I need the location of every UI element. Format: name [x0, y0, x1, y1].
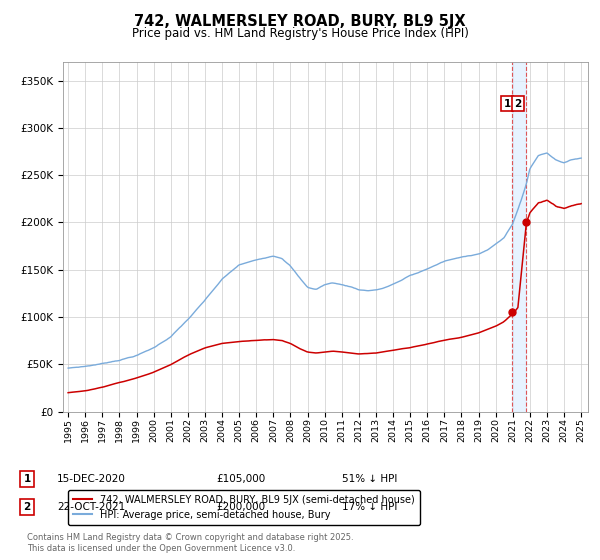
Text: £200,000: £200,000	[216, 502, 265, 512]
Text: 22-OCT-2021: 22-OCT-2021	[57, 502, 125, 512]
Text: Price paid vs. HM Land Registry's House Price Index (HPI): Price paid vs. HM Land Registry's House …	[131, 27, 469, 40]
Text: Contains HM Land Registry data © Crown copyright and database right 2025.
This d: Contains HM Land Registry data © Crown c…	[27, 533, 353, 553]
Text: 1: 1	[503, 99, 511, 109]
Text: 15-DEC-2020: 15-DEC-2020	[57, 474, 126, 484]
Text: 1: 1	[23, 474, 31, 484]
Legend: 742, WALMERSLEY ROAD, BURY, BL9 5JX (semi-detached house), HPI: Average price, s: 742, WALMERSLEY ROAD, BURY, BL9 5JX (sem…	[68, 490, 419, 525]
Text: £105,000: £105,000	[216, 474, 265, 484]
Text: 17% ↓ HPI: 17% ↓ HPI	[342, 502, 397, 512]
Text: 2: 2	[514, 99, 521, 109]
Text: 51% ↓ HPI: 51% ↓ HPI	[342, 474, 397, 484]
Text: 2: 2	[23, 502, 31, 512]
Bar	[512, 62, 526, 412]
Text: 742, WALMERSLEY ROAD, BURY, BL9 5JX: 742, WALMERSLEY ROAD, BURY, BL9 5JX	[134, 14, 466, 29]
